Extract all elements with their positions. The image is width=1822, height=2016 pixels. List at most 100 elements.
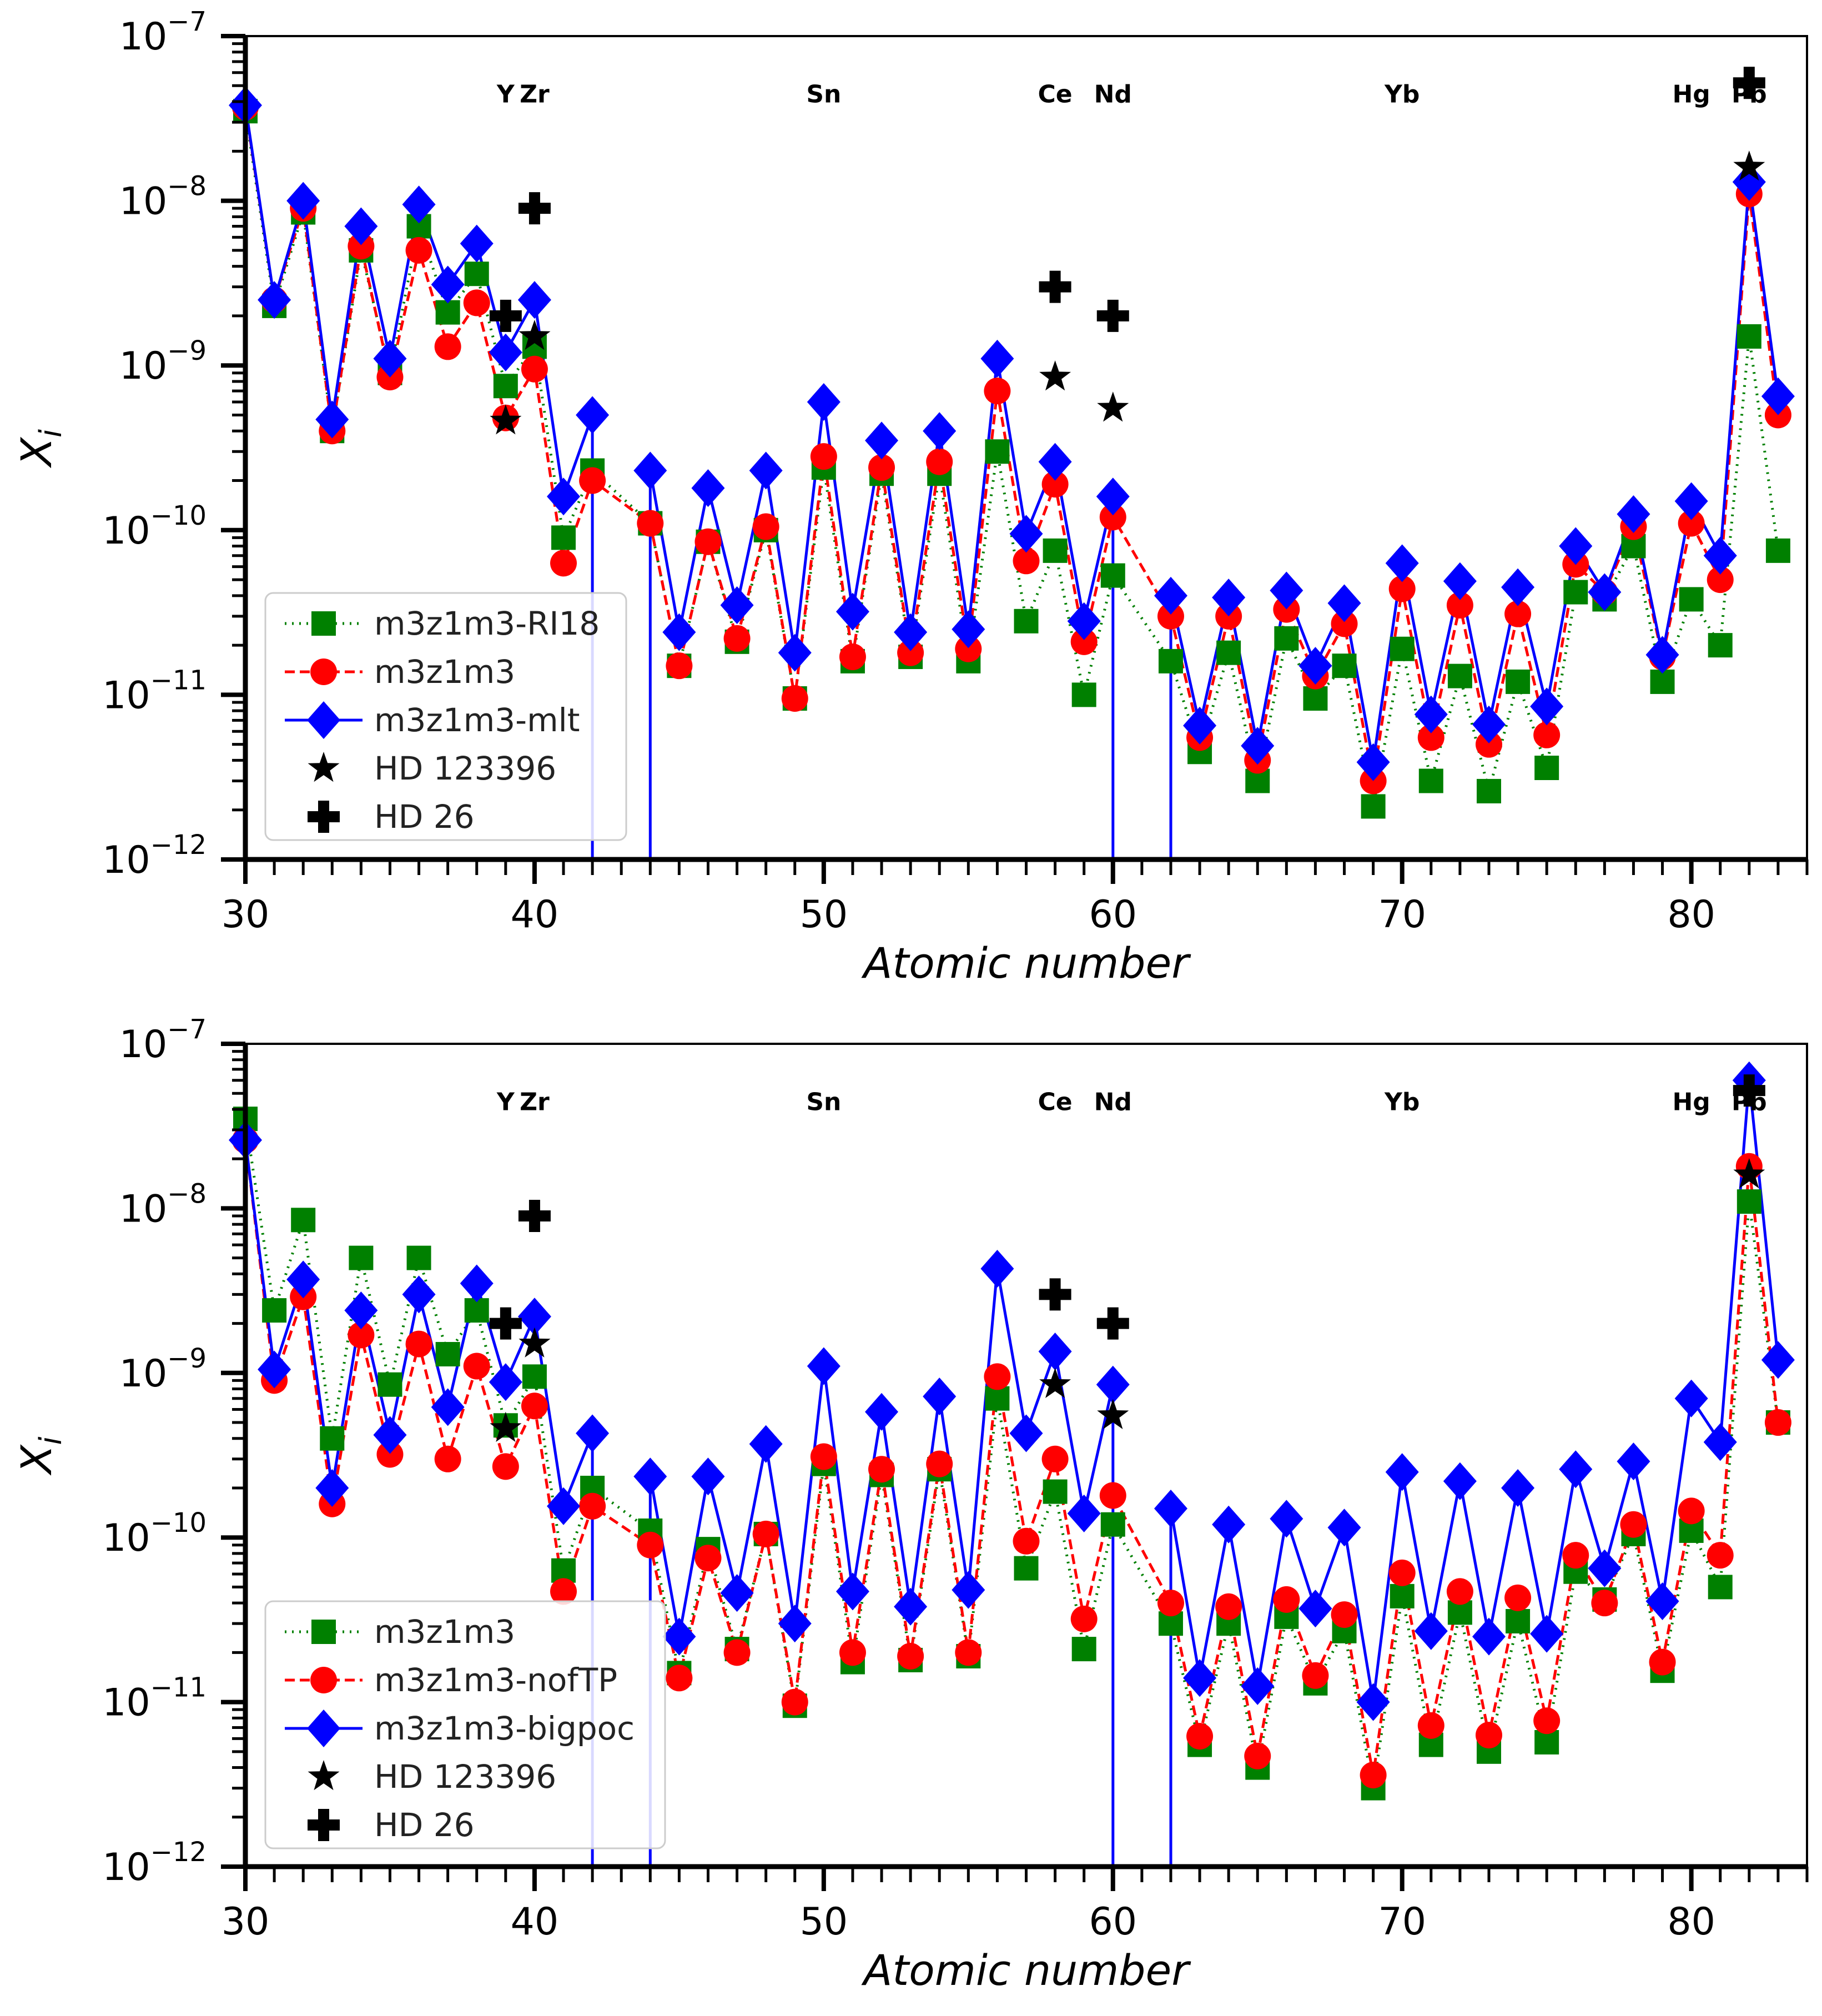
data-point (923, 1377, 957, 1416)
legend-marker (307, 701, 340, 739)
legend-entry: m3z1m3-mlt (285, 701, 580, 739)
legend-entry: HD 123396 (308, 1758, 556, 1796)
data-point (1737, 324, 1761, 349)
data-point (955, 635, 982, 662)
data-point (1472, 1617, 1506, 1656)
data-point (521, 355, 548, 383)
x-tick-label: 40 (511, 893, 559, 937)
legend-marker (308, 1809, 340, 1841)
data-point (694, 1545, 722, 1572)
legend-marker (311, 611, 336, 636)
data-point (1617, 495, 1650, 534)
x-tick-label: 70 (1378, 1900, 1426, 1944)
legend-label: m3z1m3 (374, 653, 515, 691)
x-tick-label: 50 (800, 893, 848, 937)
data-point (1446, 592, 1473, 619)
data-point (1096, 1307, 1129, 1340)
legend-entry: m3z1m3-nofTP (285, 1661, 617, 1699)
data-point (579, 467, 606, 494)
data-point (517, 1298, 551, 1336)
legend-marker (310, 1667, 337, 1693)
data-point (1418, 768, 1443, 793)
data-point (1703, 1423, 1737, 1461)
data-point (460, 224, 494, 263)
data-point (1298, 1590, 1332, 1628)
data-point (1096, 1365, 1130, 1404)
x-tick-label: 30 (222, 893, 270, 937)
element-labels: Y Zr Sn Ce Nd Yb Hg Pb (496, 81, 1767, 109)
y-axis-title: Xi (12, 1436, 68, 1476)
data-point (1096, 477, 1130, 516)
data-point (778, 1605, 812, 1643)
data-point (694, 528, 722, 555)
data-point (1390, 636, 1415, 661)
data-point (1298, 647, 1332, 685)
legend-marker (308, 752, 340, 782)
legend-label: HD 123396 (374, 750, 556, 787)
data-point (1620, 1511, 1647, 1538)
element-label: Yb (1384, 1088, 1420, 1117)
data-point (1703, 536, 1737, 575)
data-point (1501, 568, 1535, 606)
series-line-1 (244, 107, 1780, 782)
data-point (1186, 1723, 1214, 1750)
data-point (1183, 706, 1217, 745)
data-point (723, 1639, 751, 1666)
data-point (952, 610, 985, 648)
data-point (749, 451, 783, 490)
legend-marker (308, 1760, 340, 1791)
data-point (752, 513, 779, 540)
data-point (1765, 538, 1790, 563)
data-point (1707, 1542, 1734, 1569)
y-tick-label: 10−11 (102, 665, 207, 717)
data-point (1733, 67, 1765, 99)
data-point (1476, 778, 1501, 803)
data-point (405, 1330, 432, 1358)
data-point (1274, 626, 1299, 651)
data-point (1504, 600, 1532, 627)
legend-marker (311, 1620, 336, 1644)
element-label: Hg (1672, 81, 1710, 109)
data-point (1331, 1601, 1358, 1628)
data-point (1273, 1586, 1300, 1613)
data-point (778, 634, 812, 672)
data-point (1013, 1527, 1040, 1555)
data-point (1157, 1590, 1184, 1617)
data-point (1041, 471, 1069, 498)
data-point (1039, 360, 1071, 391)
data-point (1099, 504, 1126, 531)
data-point (1761, 377, 1795, 415)
x-tick-label: 60 (1089, 893, 1138, 937)
data-point (490, 1411, 522, 1442)
data-point (431, 265, 465, 304)
data-point (781, 685, 808, 712)
data-point (955, 1639, 982, 1666)
element-label: Nd (1094, 81, 1132, 109)
data-point (1013, 547, 1040, 575)
data-point (637, 1531, 664, 1558)
data-point (1241, 1667, 1275, 1705)
data-point (463, 289, 490, 316)
series-markers-3 (490, 150, 1765, 435)
data-point (1244, 1742, 1271, 1769)
data-point (1475, 1722, 1502, 1749)
data-point (378, 1372, 402, 1397)
data-point (666, 1665, 693, 1692)
legend-entry: HD 26 (308, 1806, 475, 1844)
series-markers-4 (489, 67, 1765, 332)
data-point (897, 639, 924, 666)
data-point (373, 339, 407, 378)
legend-entry: m3z1m3 (285, 653, 515, 691)
data-point (522, 1364, 547, 1389)
data-point (518, 192, 551, 225)
data-point (519, 320, 551, 350)
data-point (286, 1260, 320, 1299)
data-point (1212, 1505, 1246, 1544)
data-point (720, 586, 754, 625)
data-point (1360, 1762, 1387, 1789)
x-tick-label: 80 (1667, 893, 1715, 937)
data-point (1154, 1490, 1187, 1528)
data-point (1533, 721, 1561, 748)
legend-entry: HD 26 (308, 798, 475, 836)
data-point (519, 1327, 551, 1358)
